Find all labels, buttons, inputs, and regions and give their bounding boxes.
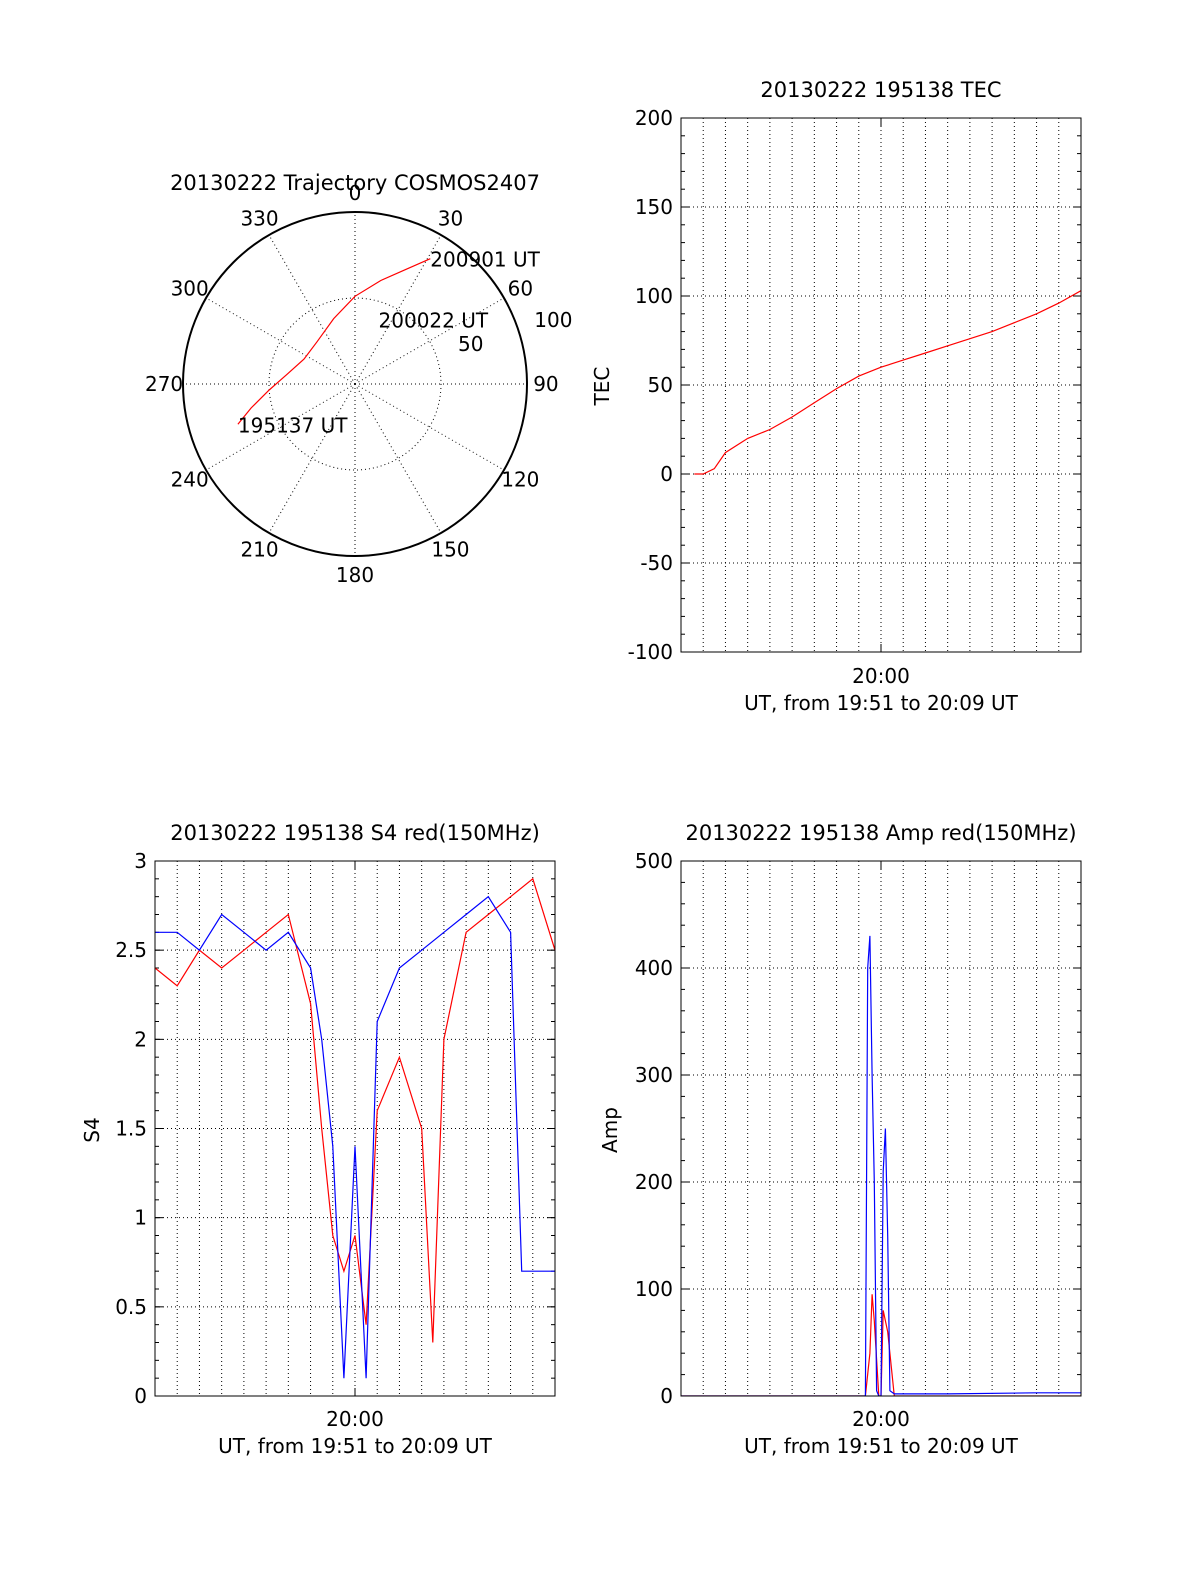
tec-xlabel: UT, from 19:51 to 20:09 UT bbox=[744, 691, 1019, 715]
polar-angle-labels: 0 30 60 90 120 150 180 210 240 270 300 330 bbox=[145, 181, 559, 587]
polar-angle-label: 120 bbox=[501, 467, 539, 491]
polar-spoke bbox=[354, 383, 505, 471]
s4-plot-frame bbox=[154, 860, 556, 1397]
s4-axes: 0 0.5 1 1.5 2 2.5 3 bbox=[115, 849, 556, 1408]
s4-ytick-label: 1.5 bbox=[115, 1117, 147, 1141]
trajectory-annotations: 200901 UT 200022 UT 195137 UT bbox=[238, 248, 541, 438]
polar-angle-label: 300 bbox=[171, 277, 209, 301]
polar-angle-label: 150 bbox=[431, 537, 469, 561]
s4-xlabel: UT, from 19:51 to 20:09 UT bbox=[218, 1434, 493, 1458]
amp-ytick-label: 0 bbox=[660, 1384, 673, 1408]
polar-outer-circle bbox=[182, 211, 528, 557]
amp-series-0 bbox=[681, 1294, 1081, 1396]
polar-angle-label: 0 bbox=[349, 181, 362, 205]
tec-ytick-label: 0 bbox=[660, 462, 673, 486]
polar-angle-label: 330 bbox=[240, 207, 278, 231]
tec-axes: -100 -50 0 50 100 150 200 bbox=[628, 106, 1082, 664]
tec-ytick-label: 200 bbox=[635, 106, 673, 130]
s4-ytick-label: 2.5 bbox=[115, 938, 147, 962]
polar-angle-label: 30 bbox=[438, 207, 463, 231]
polar-ring-label: 50 bbox=[458, 332, 483, 356]
trajectory-title: 20130222 Trajectory COSMOS2407 bbox=[170, 171, 540, 195]
polar-spoke bbox=[205, 297, 356, 385]
polar-spoke bbox=[268, 383, 356, 534]
s4-plot: 20130222 195138 S4 red(150MHz) 0 0.5 1 1.5 2… bbox=[80, 821, 556, 1458]
s4-series-1 bbox=[155, 895, 555, 1379]
polar-angle-label: 60 bbox=[508, 277, 533, 301]
amp-plot-frame bbox=[680, 860, 1082, 1397]
polar-angle-label: 210 bbox=[240, 537, 278, 561]
tec-ytick-label: -100 bbox=[628, 640, 673, 664]
amp-xtick-label: 20:00 bbox=[852, 1407, 910, 1431]
tec-ylabel: TEC bbox=[590, 367, 614, 407]
s4-title: 20130222 195138 S4 red(150MHz) bbox=[170, 821, 540, 845]
polar-ring-label: 100 bbox=[534, 308, 572, 332]
amp-axes: 0 100 200 300 400 500 bbox=[635, 849, 1082, 1408]
polar-angle-label: 90 bbox=[533, 372, 558, 396]
tec-series-0 bbox=[694, 290, 1081, 475]
amp-title: 20130222 195138 Amp red(150MHz) bbox=[685, 821, 1076, 845]
polar-spoke bbox=[354, 297, 505, 385]
tec-xtick-label: 20:00 bbox=[852, 664, 910, 688]
s4-ytick-label: 1 bbox=[134, 1206, 147, 1230]
polar-ring bbox=[268, 297, 442, 471]
tec-plot-frame bbox=[680, 117, 1082, 653]
tec-ytick-label: -50 bbox=[640, 551, 673, 575]
polar-spoke bbox=[354, 234, 442, 385]
amp-ytick-label: 500 bbox=[635, 849, 673, 873]
trajectory-polar-plot: 20130222 Trajectory COSMOS2407 0 30 60 90 12… bbox=[145, 171, 573, 587]
s4-ytick-label: 0.5 bbox=[115, 1295, 147, 1319]
polar-spoke bbox=[354, 383, 442, 534]
polar-angle-label: 270 bbox=[145, 372, 183, 396]
polar-ring-labels: 50 100 bbox=[458, 308, 572, 356]
s4-series-0 bbox=[155, 877, 555, 1343]
polar-angle-label: 180 bbox=[336, 563, 374, 587]
tec-plot: 20130222 195138 TEC -100-50050100150200 … bbox=[590, 78, 1082, 715]
s4-ylabel: S4 bbox=[80, 1117, 104, 1142]
polar-grid bbox=[182, 211, 528, 557]
tec-title: 20130222 195138 TEC bbox=[760, 78, 1001, 102]
tec-ytick-label: 100 bbox=[635, 284, 673, 308]
amp-ytick-label: 300 bbox=[635, 1063, 673, 1087]
trajectory-series bbox=[237, 258, 431, 425]
amp-ylabel: Amp bbox=[598, 1107, 622, 1153]
tec-ytick-label: 150 bbox=[635, 195, 673, 219]
trajectory-annotation: 200022 UT bbox=[379, 308, 489, 332]
trajectory-line bbox=[237, 258, 431, 425]
s4-ytick-label: 0 bbox=[134, 1384, 147, 1408]
amp-series-1 bbox=[681, 935, 1081, 1396]
s4-xtick-label: 20:00 bbox=[326, 1407, 384, 1431]
trajectory-annotation: 195137 UT bbox=[238, 413, 348, 437]
trajectory-annotation: 200901 UT bbox=[430, 248, 540, 272]
polar-spoke bbox=[268, 234, 356, 385]
amp-ytick-label: 100 bbox=[635, 1277, 673, 1301]
s4-ytick-label: 3 bbox=[134, 849, 147, 873]
amp-plot: 20130222 195138 Amp red(150MHz) 0 100 200 3… bbox=[598, 821, 1082, 1458]
s4-ytick-label: 2 bbox=[134, 1027, 147, 1051]
polar-angle-label: 240 bbox=[171, 467, 209, 491]
amp-xlabel: UT, from 19:51 to 20:09 UT bbox=[744, 1434, 1019, 1458]
amp-ytick-label: 400 bbox=[635, 956, 673, 980]
amp-ytick-label: 200 bbox=[635, 1170, 673, 1194]
tec-ytick-label: 50 bbox=[648, 373, 673, 397]
polar-spoke bbox=[205, 383, 356, 471]
